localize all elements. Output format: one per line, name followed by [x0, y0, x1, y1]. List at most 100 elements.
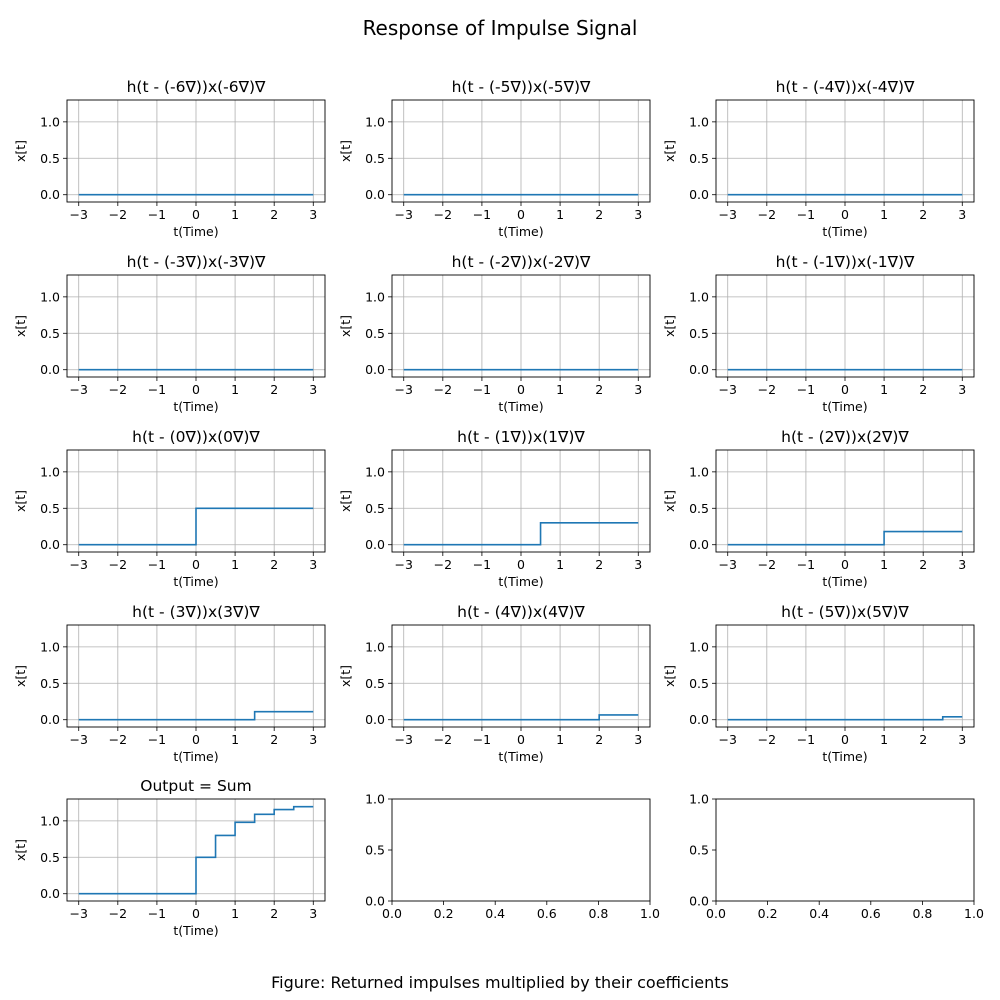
x-tick-label: 3: [958, 207, 966, 222]
subplot-4: −3 −2 −1 0 1 2 3 0.0 0.5 1.0 h(t - (-3∇))x(-3∇)∇ t(…: [13, 253, 326, 414]
x-tick-label: −1: [473, 207, 491, 222]
y-tick-label: 0.0: [365, 537, 385, 552]
y-tick-label: 1.0: [689, 464, 709, 479]
subplot-title: h(t - (1∇))x(1∇)∇: [457, 428, 585, 446]
x-tick-label: 3: [309, 207, 317, 222]
x-axis-label: t(Time): [822, 399, 867, 414]
y-tick-label: 0.5: [365, 676, 385, 691]
x-tick-label: −3: [395, 207, 413, 222]
subplot-title: h(t - (-1∇))x(-1∇)∇: [776, 253, 915, 271]
x-tick-label: 1: [880, 557, 888, 572]
x-tick-label: 0.0: [706, 906, 726, 921]
x-tick-label: 0.6: [861, 906, 881, 921]
x-tick-label: −3: [70, 906, 88, 921]
x-tick-label: −2: [758, 207, 776, 222]
x-tick-label: 3: [309, 557, 317, 572]
x-tick-label: 2: [270, 906, 278, 921]
x-tick-label: 0: [517, 207, 525, 222]
subplot-title: h(t - (-5∇))x(-5∇)∇: [452, 78, 591, 96]
x-tick-label: 2: [595, 557, 603, 572]
x-tick-label: −2: [109, 557, 127, 572]
x-tick-label: 3: [958, 557, 966, 572]
y-tick-label: 0.5: [40, 151, 60, 166]
x-tick-label: −1: [473, 382, 491, 397]
y-tick-label: 0.5: [689, 676, 709, 691]
series-line: [727, 715, 963, 721]
subplot-title: h(t - (5∇))x(5∇)∇: [781, 603, 909, 621]
subplot-8: −3 −2 −1 0 1 2 3 0.0 0.5 1.0 h(t - (1∇))x(1∇)∇ t(Ti…: [338, 428, 651, 589]
x-axis-label: t(Time): [822, 224, 867, 239]
subplot-title: h(t - (3∇))x(3∇)∇: [132, 603, 260, 621]
y-axis-label: x[t]: [338, 140, 353, 162]
x-tick-label: −2: [758, 732, 776, 747]
y-tick-label: 1.0: [40, 639, 60, 654]
x-axis-label: t(Time): [173, 749, 218, 764]
x-tick-label: −1: [797, 382, 815, 397]
x-tick-label: 0.8: [588, 906, 608, 921]
subplot-1: −3 −2 −1 0 1 2 3 0.0 0.5 1.0 h(t - (-6∇))x(-6∇)∇ t(…: [13, 78, 326, 239]
x-tick-label: 0: [192, 557, 200, 572]
series-line: [78, 805, 314, 895]
y-tick-label: 1.0: [365, 289, 385, 304]
x-tick-label: −2: [109, 906, 127, 921]
y-tick-label: 0.5: [689, 326, 709, 341]
x-tick-label: 2: [595, 382, 603, 397]
x-tick-label: 2: [270, 557, 278, 572]
axes-frame: [391, 798, 651, 902]
x-tick-label: 2: [919, 207, 927, 222]
x-tick-label: 0.2: [434, 906, 454, 921]
x-tick-label: 0.8: [912, 906, 932, 921]
x-tick-label: −1: [797, 207, 815, 222]
series-line: [78, 710, 314, 721]
x-tick-label: −1: [473, 557, 491, 572]
x-axis-label: t(Time): [498, 224, 543, 239]
y-axis-label: x[t]: [662, 140, 677, 162]
y-tick-label: 0.0: [365, 894, 385, 909]
x-tick-label: 3: [634, 732, 642, 747]
x-tick-label: 1: [880, 207, 888, 222]
x-tick-label: 2: [270, 732, 278, 747]
y-tick-label: 0.0: [365, 362, 385, 377]
subplot-7: −3 −2 −1 0 1 2 3 0.0 0.5 1.0 h(t - (0∇))x(0∇)∇ t(Ti…: [13, 428, 326, 589]
y-tick-label: 0.5: [40, 676, 60, 691]
x-tick-label: −3: [395, 732, 413, 747]
x-tick-label: −1: [148, 207, 166, 222]
y-tick-label: 0.5: [689, 151, 709, 166]
x-tick-label: 0.0: [382, 906, 402, 921]
x-tick-label: 0: [841, 382, 849, 397]
y-tick-label: 1.0: [689, 114, 709, 129]
x-tick-label: −3: [70, 557, 88, 572]
x-axis-label: t(Time): [498, 749, 543, 764]
y-tick-label: 0.0: [689, 362, 709, 377]
series-line: [78, 507, 314, 546]
y-tick-label: 0.5: [40, 326, 60, 341]
subplot-14: 0.0 0.2 0.4 0.6 0.8 1.0 0.0 0.5 1.0: [365, 792, 660, 922]
y-axis-label: x[t]: [338, 665, 353, 687]
y-tick-label: 0.5: [40, 850, 60, 865]
subplot-2: −3 −2 −1 0 1 2 3 0.0 0.5 1.0 h(t - (-5∇))x(-5∇)∇ t(…: [338, 78, 651, 239]
x-tick-label: 1: [556, 732, 564, 747]
x-tick-label: 2: [595, 732, 603, 747]
x-tick-label: 2: [595, 207, 603, 222]
x-tick-label: 0: [841, 557, 849, 572]
x-tick-label: 3: [958, 732, 966, 747]
x-tick-label: −2: [109, 382, 127, 397]
x-tick-label: −3: [719, 382, 737, 397]
x-tick-label: 0: [517, 557, 525, 572]
y-tick-label: 0.5: [365, 501, 385, 516]
y-axis-label: x[t]: [662, 490, 677, 512]
y-tick-label: 1.0: [40, 114, 60, 129]
x-tick-label: 2: [919, 557, 927, 572]
y-tick-label: 0.5: [365, 151, 385, 166]
x-tick-label: −2: [109, 207, 127, 222]
x-tick-label: 0.4: [809, 906, 829, 921]
x-tick-label: −2: [434, 732, 452, 747]
subplot-title: h(t - (4∇))x(4∇)∇: [457, 603, 585, 621]
x-tick-label: 1.0: [640, 906, 660, 921]
x-axis-label: t(Time): [498, 399, 543, 414]
subplot-12: −3 −2 −1 0 1 2 3 0.0 0.5 1.0 h(t - (5∇))x(5∇)∇ t(Ti…: [662, 603, 975, 764]
x-tick-label: 1: [556, 382, 564, 397]
y-axis-label: x[t]: [13, 490, 28, 512]
x-tick-label: 2: [919, 732, 927, 747]
